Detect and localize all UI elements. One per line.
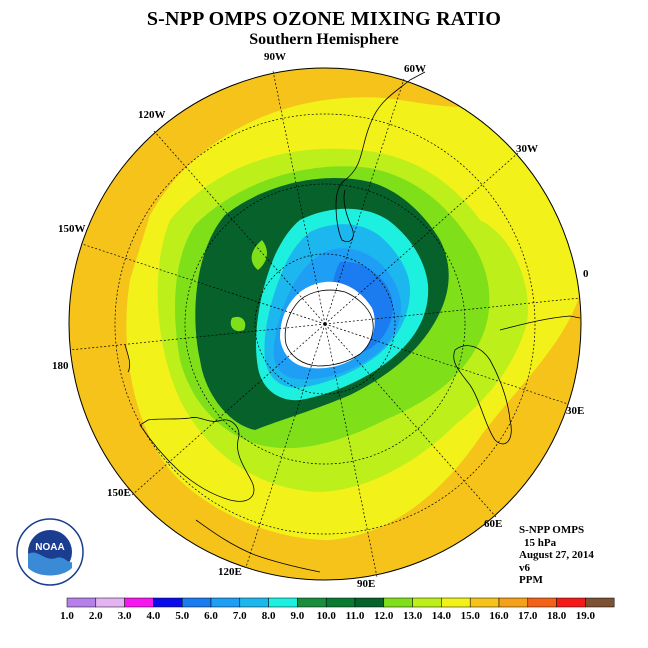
colorbar-label: 15.0 (461, 610, 481, 622)
colorbar-swatch (124, 597, 154, 608)
pressure-level: 15 hPa (524, 536, 557, 549)
colorbar-swatch (556, 597, 586, 608)
colorbar-label: 8.0 (262, 610, 276, 622)
colorbar-label: 4.0 (147, 610, 161, 622)
info-block: S-NPP OMPS 15 hPa August 27, 2014 v6 PPM (519, 524, 594, 587)
latitude-circles (114, 113, 536, 535)
colorbar-swatch (441, 597, 471, 608)
map-border (68, 67, 582, 581)
colorbar-label: 12.0 (374, 610, 394, 622)
lon-label-180: 180 (52, 360, 69, 372)
colorbar-swatch (66, 597, 97, 608)
colorbar-swatch (268, 597, 298, 608)
lon-label-60e: 60E (484, 518, 503, 530)
version-label: v6 (519, 561, 530, 574)
colorbar-swatch (181, 597, 212, 608)
lon-label-30w: 30W (516, 143, 538, 155)
colorbar-swatch (239, 597, 269, 608)
lon-label-120w: 120W (138, 109, 166, 121)
date-label: August 27, 2014 (519, 549, 594, 561)
colorbar-label: 6.0 (204, 610, 218, 622)
colorbar-labels: 1.0 2.0 3.0 4.0 5.0 6.0 7.0 8.0 9.0 10.0 11.0 12.0 1… (60, 610, 595, 622)
colorbar-swatch (325, 597, 356, 608)
africa-coastline (453, 345, 512, 445)
colorbar-label: 3.0 (118, 610, 132, 622)
colorbar-swatch (412, 597, 442, 608)
noaa-logo: NOAA (16, 518, 84, 586)
instrument-label: S-NPP OMPS (519, 524, 585, 536)
colorbar-swatch (354, 597, 385, 608)
colorbar-swatch (210, 597, 241, 608)
colorbar-swatch (469, 597, 500, 608)
map-subtitle: Southern Hemisphere (249, 31, 399, 48)
colorbar-swatch (153, 597, 183, 608)
colorbar-swatches (66, 597, 615, 608)
map-title: S-NPP OMPS OZONE MIXING RATIO (146, 8, 502, 30)
new-zealand-coastline (124, 344, 131, 373)
colorbar-swatch (297, 597, 327, 608)
lon-label-90e: 90E (357, 578, 376, 590)
no-data-region (280, 281, 375, 369)
indonesia-coastline (195, 519, 321, 573)
antarctica-coastline (284, 289, 374, 367)
lon-label-150w: 150W (58, 223, 86, 235)
units-label: PPM (519, 574, 543, 586)
colorbar-label: 17.0 (518, 610, 538, 622)
colorbar-label: 10.0 (317, 610, 337, 622)
colorbar-swatch (527, 597, 557, 608)
meridians (69, 70, 581, 578)
colorbar-label: 16.0 (489, 610, 509, 622)
lon-label-120e: 120E (218, 566, 242, 578)
colorbar-label: 14.0 (432, 610, 452, 622)
lon-label-60w: 60W (404, 63, 426, 75)
green-patch (251, 240, 267, 270)
colorbar-label: 7.0 (233, 610, 247, 622)
colorbar-label: 11.0 (346, 610, 365, 622)
south-america-coastline (335, 71, 426, 243)
colorbar-label: 5.0 (175, 610, 189, 622)
australia-coastline (139, 417, 255, 502)
africa-coastline (499, 315, 581, 331)
colorbar-swatch (585, 597, 615, 608)
colorbar-label: 18.0 (547, 610, 567, 622)
green-patch (230, 316, 246, 332)
lon-label-90w: 90W (264, 51, 286, 63)
colorbar-swatch (383, 597, 413, 608)
south-pole-marker (323, 322, 327, 326)
colorbar-label: 1.0 (60, 610, 74, 622)
lon-label-0: 0 (583, 268, 589, 280)
lon-label-150e: 150E (107, 487, 131, 499)
colorbar-swatch (95, 597, 125, 608)
colorbar-label: 2.0 (89, 610, 103, 622)
colorbar-swatch (498, 597, 529, 608)
logo-text: NOAA (35, 542, 64, 553)
colorbar-label: 9.0 (291, 610, 305, 622)
lon-label-30e: 30E (566, 405, 585, 417)
colorbar-label: 13.0 (403, 610, 423, 622)
colorbar-label: 19.0 (576, 610, 596, 622)
